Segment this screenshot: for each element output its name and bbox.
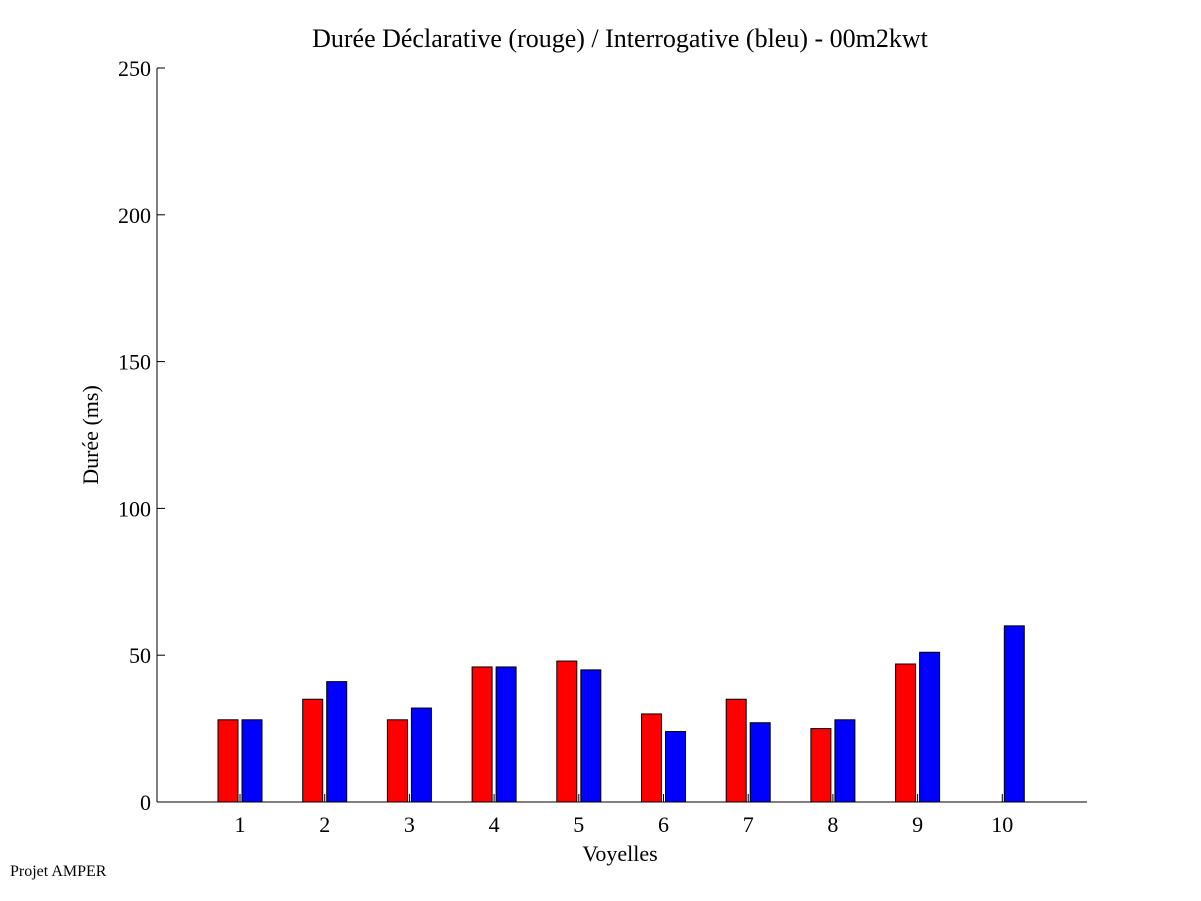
x-tick-label: 1: [235, 812, 246, 837]
chart-title: Durée Déclarative (rouge) / Interrogativ…: [312, 24, 929, 53]
bar-red-8: [810, 728, 832, 803]
y-tick-label: 0: [140, 790, 151, 815]
bar-blue-10: [1003, 625, 1025, 803]
bar-red-7: [725, 698, 747, 803]
y-tick-label: 50: [129, 643, 151, 668]
x-tick-label: 3: [404, 812, 415, 837]
x-tick-label: 7: [743, 812, 754, 837]
bar-blue-4: [495, 666, 517, 803]
bar-blue-2: [326, 681, 348, 803]
x-tick-label: 2: [319, 812, 330, 837]
bar-red-1: [217, 719, 239, 803]
bars-group: [217, 625, 1025, 803]
bar-red-2: [302, 698, 324, 803]
bar-red-4: [471, 666, 493, 803]
x-tick-label: 5: [573, 812, 584, 837]
bar-red-3: [386, 719, 408, 803]
bar-blue-9: [919, 651, 941, 803]
x-tick-label: 4: [489, 812, 500, 837]
bar-blue-6: [665, 731, 686, 803]
bar-red-9: [895, 663, 917, 803]
axes: [156, 68, 1087, 803]
x-tick-label: 6: [658, 812, 669, 837]
x-tick-label: 10: [991, 812, 1013, 837]
bar-blue-1: [241, 719, 263, 803]
bar-blue-7: [749, 722, 771, 803]
y-tick-label: 200: [118, 203, 151, 228]
footer-note: Projet AMPER: [10, 863, 107, 880]
x-tick-label: 9: [912, 812, 923, 837]
x-axis-label: Voyelles: [582, 841, 657, 866]
bar-red-5: [556, 660, 578, 803]
y-tick-label: 250: [118, 56, 151, 81]
ticks-group: 0 50 100 150 200 250 1 2 3 4 5 6 7 8 9 10: [118, 56, 1013, 837]
bar-blue-5: [580, 669, 602, 803]
y-tick-label: 100: [118, 496, 151, 521]
bar-blue-3: [410, 707, 432, 803]
bar-blue-8: [834, 719, 856, 803]
x-tick-label: 8: [827, 812, 838, 837]
y-tick-label: 150: [118, 350, 151, 375]
y-axis-label: Durée (ms): [78, 385, 103, 485]
bar-red-6: [641, 713, 662, 803]
